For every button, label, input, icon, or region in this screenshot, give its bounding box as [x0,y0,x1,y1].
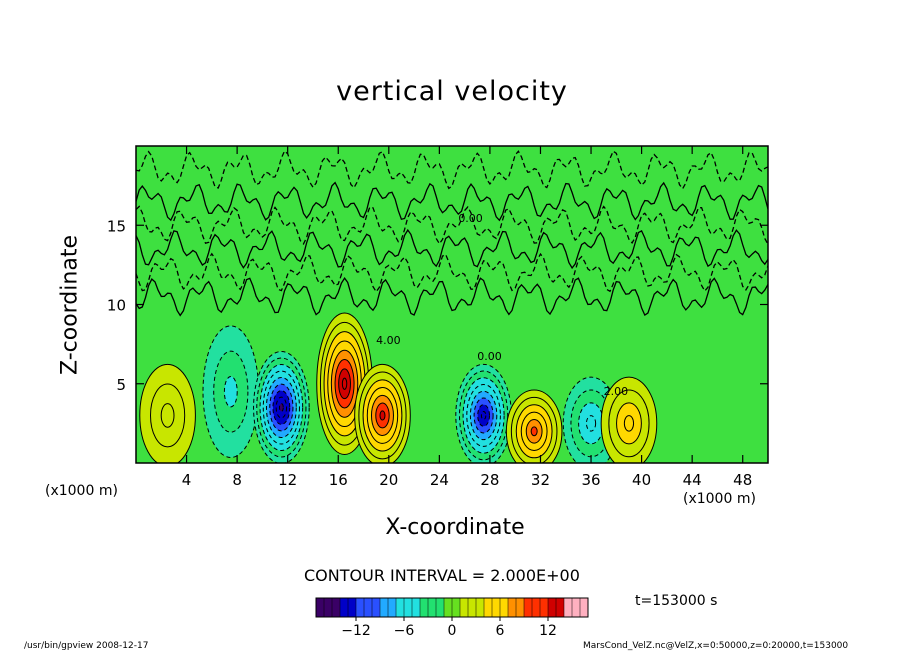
x-tick-label: 44 [683,471,702,489]
contour-band [223,375,238,408]
contour-band [623,415,635,432]
colorbar-cell [388,598,397,617]
plot-area: 4.00 0.00 0.00 2.00 [136,146,768,463]
contour-line [136,228,768,270]
colorbar-cell [492,598,501,617]
colorbar-cell [356,598,365,617]
contour-label: 0.00 [477,350,502,363]
colorbar-tick-label: −12 [341,623,371,639]
contour-line [136,277,768,317]
contour-label: 0.00 [458,212,483,225]
contour-band [278,403,284,412]
colorbar-cell [380,598,389,617]
colorbar-cell [420,598,429,617]
contour-band [585,415,597,432]
contour-band [341,377,348,390]
x-axis-label: X-coordinate [385,515,525,540]
colorbar-cell [452,598,461,617]
colorbar-tick-label: −6 [394,623,415,639]
y-tick-label: 5 [116,376,126,394]
contour-line [136,252,768,293]
velocity-cell-down [455,363,512,463]
colorbar-cell [484,598,493,617]
velocity-cell-up [505,389,563,463]
velocity-cell-down [202,325,260,458]
colorbar-cell [532,598,541,617]
x-tick-label: 36 [581,471,600,489]
colorbar-cell [428,598,437,617]
contour-labels: 4.00 0.00 0.00 2.00 [376,212,628,398]
velocity-cell-up [139,363,196,463]
colorbar-cell [508,598,517,617]
contour-band [480,410,487,420]
colorbar-tick-label: 0 [448,623,457,639]
colorbar-cell [396,598,405,617]
x-tick-label: 28 [480,471,499,489]
contour-interval-label: CONTOUR INTERVAL = 2.000E+00 [304,566,580,585]
y-axis-label: Z-coordinate [57,235,83,375]
x-tick-label: 24 [430,471,449,489]
colorbar-cell [564,598,573,617]
colorbar-cell [524,598,533,617]
x-tick-label: 20 [379,471,398,489]
x-axis: 4 8 12 16 20 24 28 32 36 40 44 48 [182,146,752,489]
colorbar-cell [404,598,413,617]
y-tick-label: 15 [107,217,126,235]
colorbar-cell [548,598,557,617]
colorbar-cell [332,598,341,617]
x-tick-label: 12 [278,471,297,489]
colorbar-cell [580,598,589,617]
contour-line [136,181,768,222]
colorbar-cell [540,598,549,617]
contour-label: 4.00 [376,334,401,347]
colorbar-cell [460,598,469,617]
contour-band [160,403,175,428]
contour-band [379,410,386,421]
colorbar-cell [468,598,477,617]
colorbar-cell [412,598,421,617]
colorbar-cell [572,598,581,617]
chart-title: vertical velocity [336,76,568,107]
x-unit-label-left: (x1000 m) [45,483,118,499]
contour-band [530,426,538,437]
y-tick-label: 10 [107,297,126,315]
colorbar-cell [500,598,509,617]
x-tick-label: 48 [733,471,752,489]
x-tick-label: 32 [531,471,550,489]
x-unit-label-right: (x1000 m) [683,491,756,507]
colorbar: −12 −6 0 6 12 [315,597,589,639]
velocity-cell-up [316,312,373,456]
colorbar-cell [348,598,357,617]
colorbar-cell [556,598,565,617]
velocity-cell-up [354,363,411,463]
colorbar-tick-label: 12 [539,623,557,639]
colorbar-cell [476,598,485,617]
colorbar-cell [444,598,453,617]
x-tick-label: 4 [182,471,192,489]
colorbar-cell [436,598,445,617]
contour-line [136,205,768,246]
colorbar-cell [324,598,333,617]
contour-label: 2.00 [604,385,629,398]
x-tick-label: 8 [232,471,242,489]
x-tick-label: 40 [632,471,651,489]
velocity-cell-down [253,351,310,463]
colorbar-cell [316,598,325,617]
colorbar-cell [372,598,381,617]
colorbar-cell [516,598,525,617]
colorbar-cell [364,598,373,617]
contour-line [136,150,768,190]
time-label: t=153000 s [635,593,718,609]
colorbar-tick-label: 6 [496,623,505,639]
x-tick-label: 16 [329,471,348,489]
footer-command: /usr/bin/gpview 2008-12-17 [24,641,149,651]
contour-lines [136,150,768,317]
colorbar-cell [340,598,349,617]
velocity-field [139,312,658,463]
footer-source: MarsCond_VelZ.nc@VelZ,x=0:50000,z=0:2000… [583,641,849,651]
y-axis: 5 10 15 [107,217,768,394]
velocity-cell-up [600,376,658,463]
